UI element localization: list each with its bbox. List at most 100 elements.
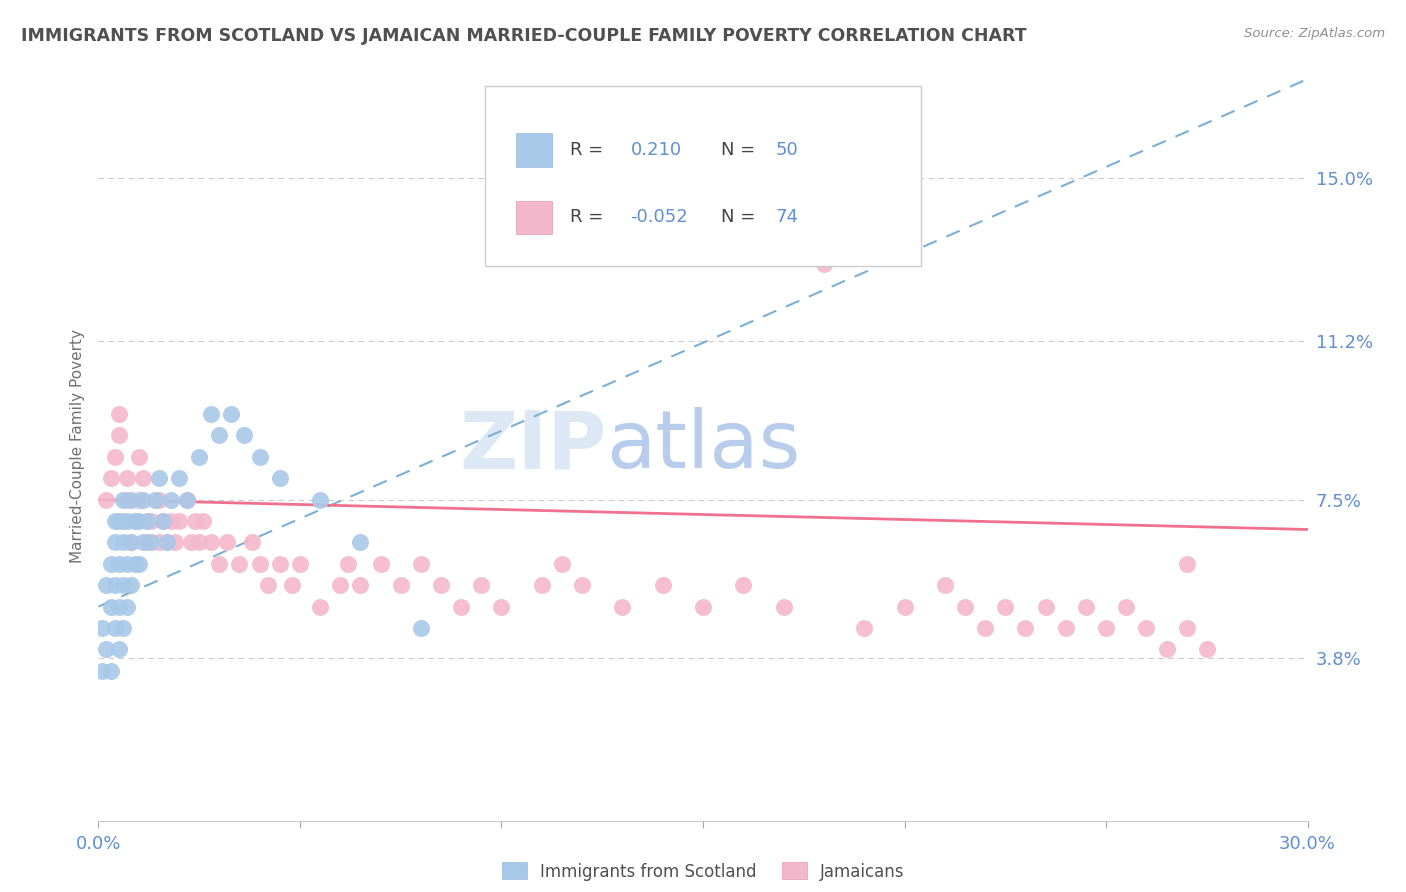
Point [148, 535, 170, 549]
Legend: Immigrants from Scotland, Jamaicans: Immigrants from Scotland, Jamaicans [495, 855, 911, 888]
Point [430, 578, 453, 592]
Point [180, 535, 202, 549]
Point [128, 492, 150, 507]
Point [217, 535, 239, 549]
Point [772, 599, 794, 614]
Point [115, 514, 138, 528]
Point [651, 578, 673, 592]
Point [188, 450, 211, 464]
Point [1074, 599, 1097, 614]
Point [551, 557, 574, 571]
Point [128, 450, 150, 464]
Text: R =: R = [569, 209, 609, 227]
Point [269, 557, 291, 571]
Point [240, 535, 263, 549]
Point [1195, 642, 1218, 657]
Point [156, 535, 179, 549]
Text: Source: ZipAtlas.com: Source: ZipAtlas.com [1244, 27, 1385, 40]
Point [128, 557, 150, 571]
Point [120, 535, 142, 549]
Point [1175, 557, 1198, 571]
Point [111, 621, 134, 635]
Point [221, 407, 243, 421]
Point [1156, 642, 1178, 657]
Point [208, 428, 231, 442]
Point [1054, 621, 1077, 635]
Point [103, 450, 125, 464]
Point [571, 578, 593, 592]
Point [530, 578, 553, 592]
Point [160, 514, 183, 528]
Point [176, 492, 198, 507]
Point [111, 514, 134, 528]
Point [200, 407, 222, 421]
Point [139, 535, 162, 549]
Text: 50: 50 [776, 141, 799, 159]
Text: N =: N = [721, 209, 761, 227]
Point [813, 257, 835, 271]
Point [208, 557, 231, 571]
Point [115, 492, 138, 507]
Point [148, 471, 170, 485]
Point [135, 535, 157, 549]
Point [124, 514, 146, 528]
Point [893, 599, 915, 614]
Point [1115, 599, 1137, 614]
Point [733, 578, 755, 592]
Point [103, 535, 125, 549]
Point [409, 621, 432, 635]
Point [156, 535, 179, 549]
Point [120, 535, 142, 549]
Point [1014, 621, 1036, 635]
Point [974, 621, 997, 635]
Point [692, 599, 714, 614]
Point [994, 599, 1017, 614]
Point [96, 578, 118, 592]
Text: N =: N = [721, 141, 761, 159]
Point [409, 557, 432, 571]
Point [370, 557, 392, 571]
Point [953, 599, 976, 614]
Point [120, 492, 142, 507]
Point [200, 535, 222, 549]
Point [188, 535, 211, 549]
Point [853, 621, 876, 635]
Point [193, 514, 215, 528]
Point [491, 599, 513, 614]
Point [176, 492, 198, 507]
Point [1035, 599, 1057, 614]
Point [288, 557, 311, 571]
Point [100, 599, 122, 614]
Point [148, 492, 170, 507]
Point [249, 450, 271, 464]
Text: 74: 74 [776, 209, 799, 227]
Point [329, 578, 352, 592]
Point [934, 578, 956, 592]
Point [389, 578, 412, 592]
Text: -0.052: -0.052 [630, 209, 688, 227]
Point [132, 471, 155, 485]
Text: atlas: atlas [606, 407, 800, 485]
Point [103, 514, 125, 528]
Point [152, 514, 174, 528]
Point [111, 492, 134, 507]
Point [163, 535, 186, 549]
Point [124, 557, 146, 571]
Point [100, 557, 122, 571]
Point [1095, 621, 1118, 635]
Point [100, 471, 122, 485]
Point [107, 428, 129, 442]
Point [309, 599, 332, 614]
Point [107, 514, 129, 528]
Point [167, 471, 190, 485]
Point [124, 514, 146, 528]
Point [309, 492, 332, 507]
Point [115, 599, 138, 614]
Point [612, 599, 634, 614]
Point [103, 578, 125, 592]
Point [120, 578, 142, 592]
Point [269, 471, 291, 485]
Point [232, 428, 254, 442]
Point [160, 492, 183, 507]
Point [470, 578, 492, 592]
